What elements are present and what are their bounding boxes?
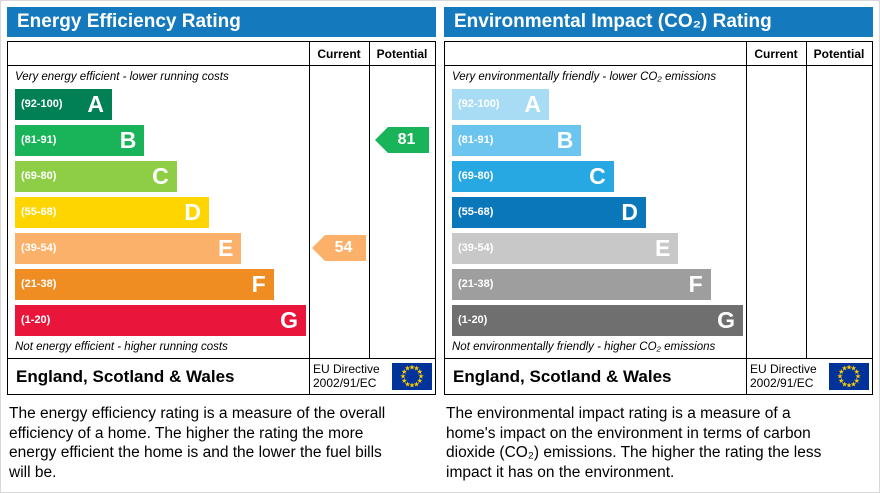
- chart-box: Current Potential Very energy efficient …: [7, 41, 436, 395]
- bottom-note: Not energy efficient - higher running co…: [15, 341, 228, 353]
- header-divider: [8, 42, 435, 66]
- band-range-label: (81-91): [458, 134, 494, 146]
- band-range-label: (81-91): [21, 134, 57, 146]
- potential-column-header: Potential: [813, 47, 865, 61]
- band-range-label: (92-100): [458, 98, 500, 110]
- band-bar-a: (92-100) A: [15, 88, 113, 120]
- footer-region-label: England, Scotland & Wales: [8, 358, 309, 394]
- bottom-note: Not environmentally friendly - higher CO…: [452, 341, 716, 353]
- potential-rating-arrow: 81: [375, 127, 429, 153]
- band-range-label: (55-68): [21, 206, 57, 218]
- band-letter: G: [717, 306, 736, 333]
- band-bar-a: (92-100) A: [452, 88, 550, 120]
- band-letter: F: [688, 270, 703, 297]
- current-column-header: Current: [754, 47, 798, 61]
- band-range-label: (39-54): [21, 242, 57, 254]
- current-column-divider: [309, 42, 369, 358]
- band-row: (69-80) C: [445, 158, 746, 194]
- band-letter: E: [655, 234, 671, 261]
- chart-grid: Current Potential Very energy efficient …: [8, 42, 435, 394]
- band-letter: A: [524, 90, 542, 117]
- footer-region-label: England, Scotland & Wales: [445, 358, 746, 394]
- potential-column-divider: [369, 42, 435, 358]
- band-range-label: (21-38): [458, 278, 494, 290]
- band-bar-f: (21-38) F: [452, 268, 711, 300]
- top-note: Very energy efficient - lower running co…: [15, 71, 229, 83]
- band-bar-d: (55-68) D: [15, 196, 210, 228]
- band-bar-f: (21-38) F: [15, 268, 274, 300]
- band-bar-e: (39-54) E: [15, 232, 242, 264]
- band-row: (39-54) E: [8, 230, 309, 266]
- band-range-label: (55-68): [458, 206, 494, 218]
- band-row: (1-20) G: [445, 302, 746, 338]
- eu-directive-label: EU Directive 2002/91/EC: [750, 361, 817, 390]
- band-letter: F: [251, 270, 266, 297]
- band-bar-c: (69-80) C: [15, 160, 177, 192]
- band-letter: D: [621, 198, 639, 225]
- band-bar-g: (1-20) G: [452, 304, 744, 336]
- band-row: (21-38) F: [445, 266, 746, 302]
- current-column-divider: [746, 42, 806, 358]
- band-letter: B: [119, 126, 137, 153]
- eu-directive-label: EU Directive 2002/91/EC: [313, 361, 380, 390]
- chart-caption: The energy efficiency rating is a measur…: [9, 405, 386, 482]
- band-row: (92-100) A: [8, 86, 309, 122]
- band-row: (81-91) B: [8, 122, 309, 158]
- band-letter: C: [152, 162, 169, 189]
- top-note: Very environmentally friendly - lower CO…: [452, 71, 717, 83]
- eu-flag-icon: ★ ★ ★ ★ ★ ★ ★ ★ ★ ★ ★ ★: [829, 363, 869, 390]
- band-letter: G: [280, 306, 299, 333]
- band-row: (39-54) E: [445, 230, 746, 266]
- current-rating-arrow: 54: [312, 235, 366, 261]
- footer-directive: EU Directive 2002/91/EC ★ ★ ★ ★ ★ ★ ★ ★ ★ ★ ★ ★: [309, 358, 435, 394]
- band-range-label: (69-80): [21, 170, 57, 182]
- panel-header: Energy Efficiency Rating: [7, 7, 436, 37]
- band-letter: A: [87, 90, 105, 117]
- band-row: (55-68) D: [445, 194, 746, 230]
- band-row: (1-20) G: [8, 302, 309, 338]
- energy-efficiency-panel: Energy Efficiency Rating Current Potenti…: [7, 7, 436, 486]
- band-row: (81-91) B: [445, 122, 746, 158]
- chart-grid: Current Potential Very environmentally f…: [445, 42, 872, 394]
- chart-title: Energy Efficiency Rating: [17, 11, 241, 32]
- band-bar-c: (69-80) C: [452, 160, 614, 192]
- band-letter: B: [556, 126, 574, 153]
- band-bar-b: (81-91) B: [15, 124, 145, 156]
- band-range-label: (1-20): [458, 314, 488, 326]
- band-range-label: (39-54): [458, 242, 494, 254]
- band-range-label: (1-20): [21, 314, 51, 326]
- eu-flag-icon: ★ ★ ★ ★ ★ ★ ★ ★ ★ ★ ★ ★: [392, 363, 432, 390]
- band-letter: D: [184, 198, 202, 225]
- band-letter: C: [589, 162, 606, 189]
- potential-column-divider: [806, 42, 872, 358]
- band-bar-d: (55-68) D: [452, 196, 647, 228]
- band-letter: E: [218, 234, 234, 261]
- environmental-impact-panel: Environmental Impact (CO₂) Rating Curren…: [444, 7, 873, 486]
- band-row: (21-38) F: [8, 266, 309, 302]
- band-bar-b: (81-91) B: [452, 124, 582, 156]
- footer-directive: EU Directive 2002/91/EC ★ ★ ★ ★ ★ ★ ★ ★ ★ ★ ★ ★: [746, 358, 872, 394]
- band-range-label: (92-100): [21, 98, 63, 110]
- band-range-label: (69-80): [458, 170, 494, 182]
- current-column-header: Current: [317, 47, 361, 61]
- chart-caption: The environmental impact rating is a mea…: [446, 405, 822, 482]
- header-divider: [445, 42, 872, 66]
- potential-column-header: Potential: [376, 47, 428, 61]
- band-row: (69-80) C: [8, 158, 309, 194]
- panel-header: Environmental Impact (CO₂) Rating: [444, 7, 873, 37]
- band-bar-e: (39-54) E: [452, 232, 679, 264]
- band-range-label: (21-38): [21, 278, 57, 290]
- band-row: (55-68) D: [8, 194, 309, 230]
- band-row: (92-100) A: [445, 86, 746, 122]
- band-bar-g: (1-20) G: [15, 304, 307, 336]
- chart-title: Environmental Impact (CO₂) Rating: [454, 11, 772, 32]
- current-rating-value: 54: [334, 239, 353, 256]
- chart-box: Current Potential Very environmentally f…: [444, 41, 873, 395]
- potential-rating-value: 81: [397, 131, 416, 148]
